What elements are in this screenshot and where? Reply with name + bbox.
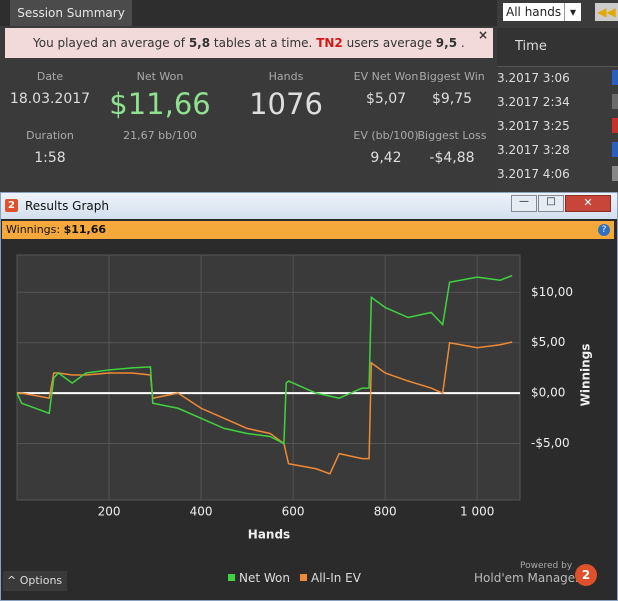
banner-text: users average <box>346 36 432 50</box>
minimize[interactable]: — <box>511 195 537 212</box>
stat-label: Biggest Win <box>419 70 485 83</box>
y-axis-title: Winnings <box>579 344 593 407</box>
row-text: 3.2017 3:28 <box>497 143 570 157</box>
row-icon <box>612 70 618 85</box>
stat-value: $9,75 <box>431 91 473 107</box>
legend: Net Won All-In EV <box>228 571 361 585</box>
banner-brand: TN2 <box>316 36 343 50</box>
options-text: Options <box>19 574 63 587</box>
stat-label: EV (bb/100) <box>353 129 419 142</box>
stat-label: Duration <box>26 129 74 142</box>
brand: Hold'em Manager <box>474 571 581 585</box>
banner: You played an average of 5,8 tables at a… <box>5 28 493 58</box>
stat-label: Hands <box>268 70 304 83</box>
options-button[interactable]: ^ Options <box>3 571 67 591</box>
row-text: 3.2017 3:25 <box>497 119 570 133</box>
winnings-value: $11,66 <box>63 223 107 236</box>
y-tick-label: $10,00 <box>531 285 573 299</box>
legend-label: All-In EV <box>311 571 361 585</box>
stat-value: 9,42 <box>370 150 402 166</box>
row-icon <box>612 94 618 109</box>
banner-value: 9,5 <box>435 36 458 50</box>
column-header[interactable]: Time <box>497 28 618 67</box>
stat-label: Date <box>36 70 64 83</box>
banner-text: tables at a time. <box>213 36 313 50</box>
y-tick-label: $5,00 <box>531 335 565 349</box>
close[interactable]: ✕ <box>565 195 611 212</box>
stat-value: 1076 <box>249 87 323 121</box>
x-tick-label: 200 <box>98 505 121 519</box>
series-line <box>16 274 513 445</box>
logo: 2 <box>5 199 18 212</box>
x-tick-label: 600 <box>282 505 305 519</box>
tab[interactable]: Session Summary <box>10 0 132 26</box>
x-tick-label: 400 <box>190 505 213 519</box>
nav-button[interactable]: ◀◀ <box>595 3 618 21</box>
dropdown-arrow: ▾ <box>564 3 581 21</box>
plot-area <box>16 254 521 501</box>
winnings-bar: Winnings: $11,66 ? <box>2 221 614 239</box>
column-title: Time <box>515 39 547 54</box>
x-axis-title: Hands <box>248 528 290 542</box>
stat-value: 18.03.2017 <box>9 91 91 107</box>
y-tick-label: -$5,00 <box>531 436 570 450</box>
legend-label: Net Won <box>239 571 290 585</box>
row-icon <box>612 142 618 157</box>
banner-text: . <box>460 36 465 50</box>
row-text: 3.2017 2:34 <box>497 95 570 109</box>
stat-value: 1:58 <box>34 150 66 166</box>
powered-by: Powered by <box>520 561 573 571</box>
row-text: 3.2017 3:06 <box>497 71 570 85</box>
banner-value: 5,8 <box>188 36 211 50</box>
y-tick-label: $0,00 <box>531 386 565 400</box>
stat-label: Biggest Loss <box>417 129 487 142</box>
chart: Hands Winnings 200 400 600 800 1 000 $10,00 $5… <box>16 254 593 542</box>
x-tick-label: 800 <box>374 505 397 519</box>
stat-label: EV Net Won <box>353 70 419 83</box>
row-icon <box>612 166 618 181</box>
stat-value: $5,07 <box>365 91 407 107</box>
x-tick-label: 1 000 <box>460 505 494 519</box>
filter-text: All hands <box>506 5 562 19</box>
close[interactable]: × <box>477 28 488 42</box>
banner-text: You played an average of <box>33 36 185 50</box>
side-panel: All hands ▾ ◀◀ Time 3.2017 3:06 3.2017 2:3… <box>497 0 618 192</box>
row-icon <box>612 118 618 133</box>
window-title: Results Graph <box>25 199 109 213</box>
stat-value: -$4,88 <box>429 150 475 166</box>
stat-sub: 21,67 bb/100 <box>123 129 197 142</box>
filter-dropdown[interactable]: All hands ▾ <box>503 3 581 21</box>
title-bar: 2 Results Graph — □ ✕ <box>1 193 617 219</box>
stat-label: Net Won <box>136 70 184 83</box>
legend-swatch <box>228 574 235 581</box>
legend-swatch <box>300 574 307 581</box>
brand-logo: 2 <box>575 564 597 586</box>
winnings-label: Winnings: <box>6 223 61 236</box>
help[interactable]: ? <box>598 224 610 236</box>
maximize[interactable]: □ <box>538 195 564 212</box>
stat-value: $11,66 <box>109 87 211 121</box>
row-text: 3.2017 4:06 <box>497 167 570 181</box>
